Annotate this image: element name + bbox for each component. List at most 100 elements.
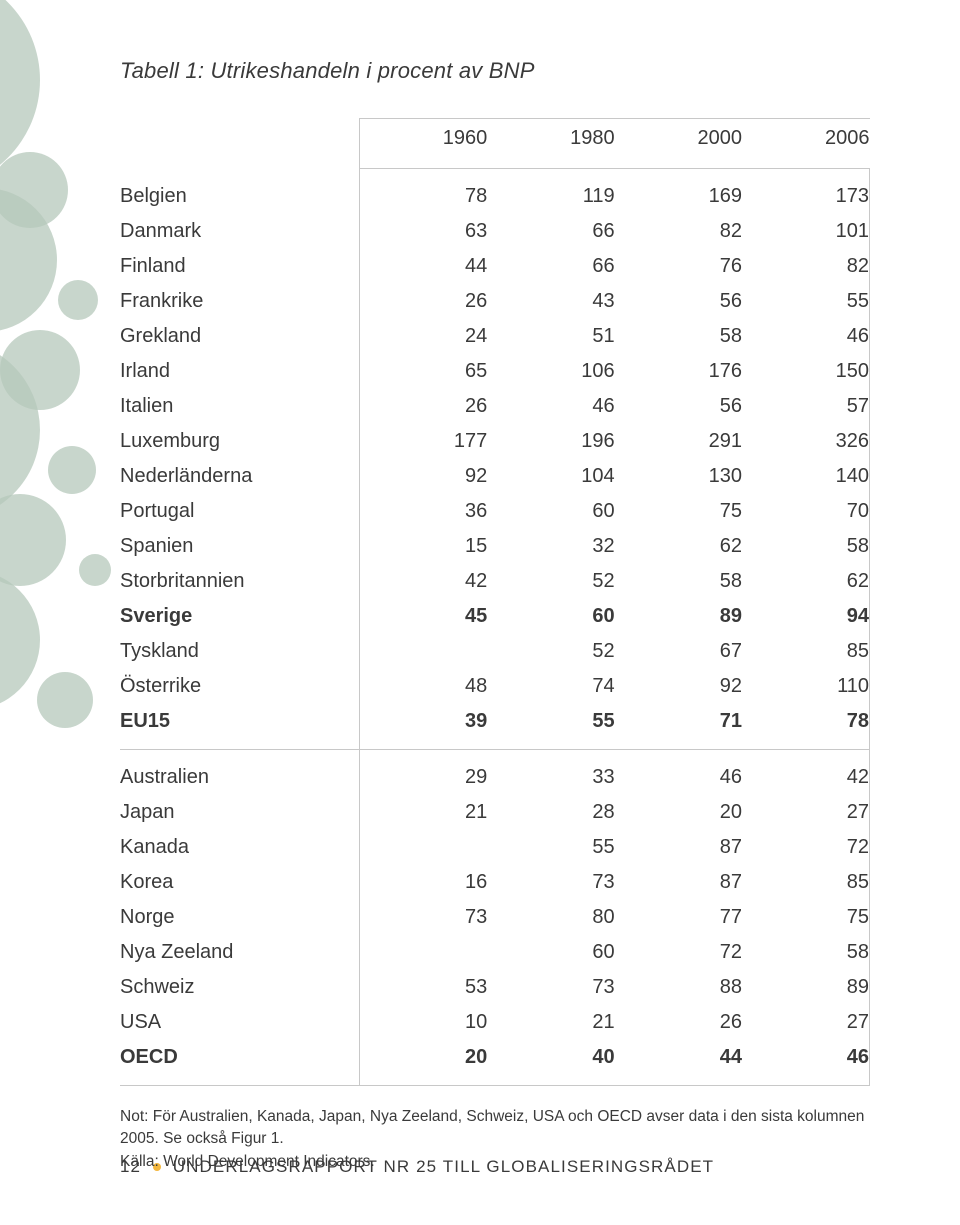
value-cell: 75 [742, 900, 869, 935]
value-cell: 66 [487, 249, 614, 284]
table-body: Belgien78119169173Danmark636682101Finlan… [120, 169, 870, 1086]
table-row: Sverige45608994 [120, 599, 870, 634]
table-row: Schweiz53738889 [120, 970, 870, 1005]
table-row: Irland65106176150 [120, 354, 870, 389]
page-content: Tabell 1: Utrikeshandeln i procent av BN… [0, 0, 960, 1173]
value-cell: 44 [360, 249, 487, 284]
col-blank [120, 119, 360, 169]
country-cell: Sverige [120, 599, 360, 634]
value-cell: 52 [487, 564, 614, 599]
table-row: Japan21282027 [120, 795, 870, 830]
value-cell: 27 [742, 795, 869, 830]
value-cell: 94 [742, 599, 869, 634]
value-cell: 85 [742, 865, 869, 900]
country-cell: Nya Zeeland [120, 935, 360, 970]
value-cell [360, 935, 487, 970]
value-cell: 89 [742, 970, 869, 1005]
value-cell: 46 [487, 389, 614, 424]
value-cell: 24 [360, 319, 487, 354]
value-cell: 72 [742, 830, 869, 865]
value-cell: 87 [615, 830, 742, 865]
value-cell: 21 [360, 795, 487, 830]
value-cell: 71 [615, 704, 742, 750]
country-cell: Portugal [120, 494, 360, 529]
col-2006: 2006 [742, 119, 869, 169]
country-cell: Luxemburg [120, 424, 360, 459]
table-row: Belgien78119169173 [120, 169, 870, 215]
value-cell: 46 [742, 319, 869, 354]
value-cell: 72 [615, 935, 742, 970]
value-cell: 78 [360, 169, 487, 215]
value-cell: 43 [487, 284, 614, 319]
value-cell: 16 [360, 865, 487, 900]
value-cell: 28 [487, 795, 614, 830]
value-cell: 20 [360, 1040, 487, 1086]
value-cell: 52 [487, 634, 614, 669]
country-cell: Irland [120, 354, 360, 389]
value-cell: 58 [742, 529, 869, 564]
country-cell: Japan [120, 795, 360, 830]
table-row: Italien26465657 [120, 389, 870, 424]
value-cell: 27 [742, 1005, 869, 1040]
table-row: Luxemburg177196291326 [120, 424, 870, 459]
table-row: OECD20404446 [120, 1040, 870, 1086]
value-cell: 51 [487, 319, 614, 354]
value-cell: 42 [360, 564, 487, 599]
table-row: Nya Zeeland607258 [120, 935, 870, 970]
country-cell: OECD [120, 1040, 360, 1086]
value-cell: 42 [742, 750, 869, 796]
value-cell: 76 [615, 249, 742, 284]
country-cell: Schweiz [120, 970, 360, 1005]
country-cell: Australien [120, 750, 360, 796]
value-cell: 88 [615, 970, 742, 1005]
country-cell: USA [120, 1005, 360, 1040]
value-cell: 177 [360, 424, 487, 459]
col-1960: 1960 [360, 119, 487, 169]
country-cell: Storbritannien [120, 564, 360, 599]
value-cell: 75 [615, 494, 742, 529]
value-cell: 176 [615, 354, 742, 389]
value-cell: 21 [487, 1005, 614, 1040]
table-notes: Not: För Australien, Kanada, Japan, Nya … [120, 1106, 870, 1173]
value-cell: 87 [615, 865, 742, 900]
value-cell: 82 [615, 214, 742, 249]
value-cell: 20 [615, 795, 742, 830]
value-cell: 46 [742, 1040, 869, 1086]
value-cell: 89 [615, 599, 742, 634]
value-cell: 67 [615, 634, 742, 669]
value-cell: 74 [487, 669, 614, 704]
value-cell: 92 [360, 459, 487, 494]
country-cell: Danmark [120, 214, 360, 249]
value-cell: 140 [742, 459, 869, 494]
country-cell: Italien [120, 389, 360, 424]
table-row: Frankrike26435655 [120, 284, 870, 319]
value-cell: 291 [615, 424, 742, 459]
value-cell: 196 [487, 424, 614, 459]
value-cell: 39 [360, 704, 487, 750]
country-cell: Finland [120, 249, 360, 284]
table-row: Kanada558772 [120, 830, 870, 865]
value-cell: 73 [487, 970, 614, 1005]
value-cell: 26 [360, 389, 487, 424]
value-cell: 104 [487, 459, 614, 494]
table-row: Grekland24515846 [120, 319, 870, 354]
country-cell: Tyskland [120, 634, 360, 669]
table-row: Norge73807775 [120, 900, 870, 935]
value-cell: 62 [615, 529, 742, 564]
table-row: Danmark636682101 [120, 214, 870, 249]
note-line-2: Källa: World Development Indicators. [120, 1151, 870, 1173]
value-cell: 65 [360, 354, 487, 389]
country-cell: Österrike [120, 669, 360, 704]
value-cell: 55 [487, 830, 614, 865]
value-cell: 55 [487, 704, 614, 750]
value-cell: 60 [487, 494, 614, 529]
col-1980: 1980 [487, 119, 614, 169]
value-cell: 326 [742, 424, 869, 459]
value-cell: 66 [487, 214, 614, 249]
table-row: Spanien15326258 [120, 529, 870, 564]
country-cell: Norge [120, 900, 360, 935]
country-cell: Nederländerna [120, 459, 360, 494]
value-cell: 44 [615, 1040, 742, 1086]
value-cell: 53 [360, 970, 487, 1005]
value-cell: 78 [742, 704, 869, 750]
